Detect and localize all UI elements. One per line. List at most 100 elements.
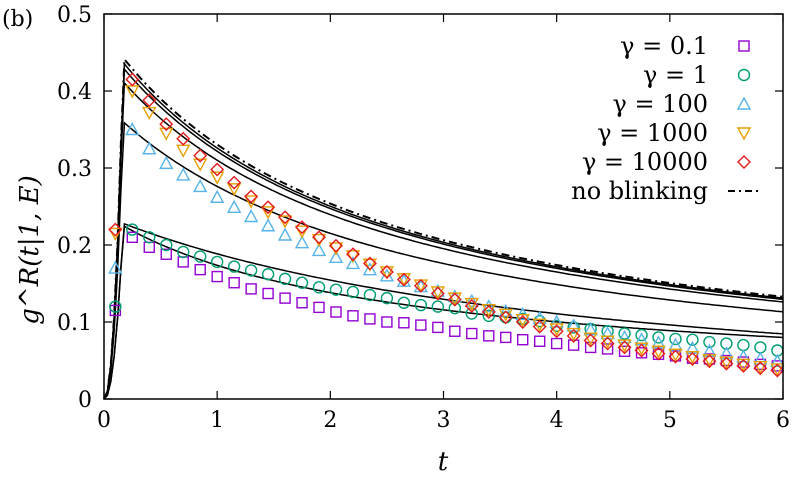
data-point xyxy=(736,358,751,373)
data-point xyxy=(143,231,156,244)
data-point xyxy=(143,241,155,254)
data-point xyxy=(330,306,342,318)
data-point xyxy=(600,336,615,351)
data-point xyxy=(770,363,785,378)
data-point xyxy=(260,218,276,232)
data-point xyxy=(447,292,462,307)
data-point xyxy=(583,333,598,348)
data-point xyxy=(737,338,750,352)
x-axis-label: t xyxy=(438,447,449,477)
data-point xyxy=(159,117,174,132)
data-point xyxy=(313,301,325,314)
data-point xyxy=(498,310,513,325)
data-point xyxy=(345,256,361,270)
data-point xyxy=(396,272,411,287)
data-point xyxy=(703,335,716,349)
data-point xyxy=(601,343,614,355)
data-point xyxy=(617,339,632,353)
fit-curves xyxy=(103,56,784,400)
fit-curve xyxy=(103,81,784,400)
data-point xyxy=(295,276,309,289)
data-point xyxy=(635,347,648,359)
data-point xyxy=(719,356,734,371)
data-point xyxy=(109,300,122,313)
legend-label: γ = 10000 xyxy=(582,148,708,176)
series-3 xyxy=(108,85,785,377)
data-point xyxy=(193,250,207,263)
data-point xyxy=(481,299,496,313)
data-point xyxy=(483,330,495,342)
legend-label: γ = 100 xyxy=(612,90,708,118)
data-point xyxy=(617,329,632,344)
data-point xyxy=(702,343,717,357)
data-point xyxy=(126,231,138,244)
data-point xyxy=(295,220,310,235)
data-point xyxy=(362,262,378,276)
data-point xyxy=(567,321,580,334)
data-point xyxy=(703,353,716,365)
data-point xyxy=(296,297,308,309)
data-point xyxy=(176,167,191,181)
data-point xyxy=(651,346,666,361)
data-point xyxy=(176,131,191,146)
data-point xyxy=(160,238,173,252)
data-point xyxy=(345,247,360,262)
data-point xyxy=(193,179,208,193)
data-point xyxy=(278,210,293,225)
data-point xyxy=(464,298,479,313)
data-point xyxy=(617,340,632,355)
data-point xyxy=(720,337,733,350)
data-point xyxy=(362,256,377,271)
data-point xyxy=(720,354,733,367)
data-point xyxy=(549,314,564,328)
data-point xyxy=(142,106,157,121)
data-point xyxy=(397,296,411,309)
data-point xyxy=(431,300,445,313)
data-point xyxy=(125,122,140,136)
data-point xyxy=(652,331,665,344)
data-point xyxy=(142,93,157,108)
legend-label: γ = 1 xyxy=(643,61,708,89)
data-point xyxy=(244,264,258,277)
data-point xyxy=(398,317,410,329)
data-point xyxy=(277,227,293,241)
data-point xyxy=(566,327,581,342)
x-tick-label: 3 xyxy=(437,408,451,433)
legend-label: no blinking xyxy=(571,177,708,205)
data-point xyxy=(210,162,225,177)
data-point xyxy=(466,327,478,340)
x-tick-label: 4 xyxy=(550,408,564,433)
data-point xyxy=(464,293,479,307)
data-point xyxy=(261,200,276,215)
data-point xyxy=(754,341,767,354)
no-blinking-curve xyxy=(103,56,784,400)
data-point xyxy=(108,222,123,237)
data-point xyxy=(430,286,445,301)
data-point xyxy=(415,319,427,331)
data-point xyxy=(194,263,206,276)
data-point xyxy=(176,144,191,158)
data-point xyxy=(500,331,512,344)
data-point xyxy=(160,248,172,260)
data-point xyxy=(634,342,649,356)
data-point xyxy=(159,155,174,170)
data-point xyxy=(515,315,530,329)
data-point xyxy=(668,348,683,362)
data-point xyxy=(125,72,140,87)
data-point xyxy=(736,349,751,363)
legend-marker xyxy=(737,155,751,169)
x-tick-label: 0 xyxy=(97,408,111,433)
data-point xyxy=(159,127,174,141)
data-point xyxy=(634,343,649,358)
legend-label: γ = 0.1 xyxy=(620,32,708,60)
data-point xyxy=(566,318,581,332)
y-axis-label: g^R(t|1, E) xyxy=(15,175,45,325)
data-point xyxy=(515,313,530,328)
fit-curve xyxy=(103,225,784,400)
x-tick-label: 1 xyxy=(210,408,224,433)
data-point xyxy=(414,298,428,312)
data-point xyxy=(515,306,530,320)
data-point xyxy=(702,354,717,369)
y-tick-label: 0.2 xyxy=(57,234,92,259)
